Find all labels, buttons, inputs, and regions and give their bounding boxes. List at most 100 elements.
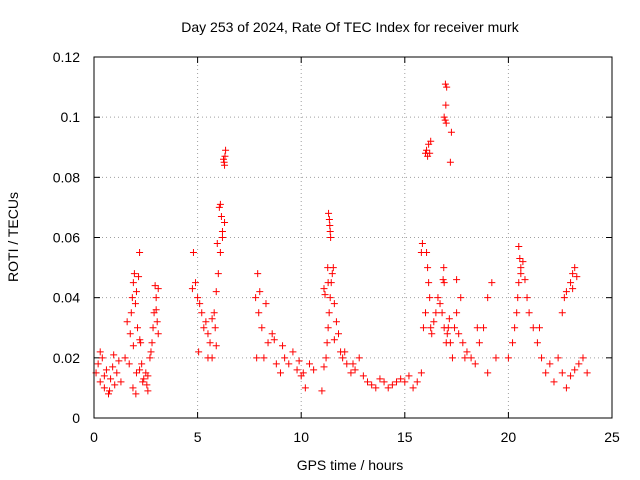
data-point [567,372,575,380]
data-point [102,366,110,374]
data-point [208,315,216,323]
data-point [208,354,216,362]
x-tick-label: 5 [194,429,202,445]
y-tick-label: 0.04 [53,290,80,306]
y-axis-label: ROTI / TECUs [5,192,21,282]
data-point [121,354,129,362]
data-point [439,276,447,284]
data-point [105,390,113,398]
data-point [562,384,570,392]
data-point [417,369,425,377]
data-point [154,330,162,338]
data-point [301,384,309,392]
data-point [289,348,297,356]
data-point [107,375,115,383]
data-point [129,384,137,392]
data-point [220,158,228,166]
data-point [98,354,106,362]
data-point [153,318,161,326]
data-point [440,264,448,272]
data-point [413,378,421,386]
data-point [475,339,483,347]
data-point [129,279,137,287]
data-point [334,330,342,338]
y-tick-label: 0.1 [61,109,81,125]
data-point [136,249,144,257]
data-point [332,318,340,326]
data-point [542,369,550,377]
data-point [323,339,331,347]
data-point [126,330,134,338]
data-point [128,294,136,302]
data-point [355,354,363,362]
data-point [325,215,333,223]
data-point [204,330,212,338]
data-point [445,315,453,323]
plot-frame [93,56,613,419]
data-point [436,300,444,308]
data-point [318,387,326,395]
data-point [368,381,376,389]
data-point [100,384,108,392]
data-point [327,234,335,241]
chart-title: Day 253 of 2024, Rate Of TEC Index for r… [181,19,519,35]
data-point [569,270,577,278]
data-point [268,330,276,338]
data-point [139,378,147,386]
data-point [515,279,523,287]
axis-ticks: 0 5 10 15 20 25 0 0.02 0.04 0.06 0.08 0.1 0.12 [53,49,620,445]
data-point [529,324,537,332]
data-point [438,309,446,317]
data-point [194,294,202,302]
data-point [442,101,450,109]
data-point [443,330,451,338]
data-point [516,255,524,263]
data-point [575,360,583,368]
data-point [218,227,226,235]
data-point [480,324,488,332]
data-point [409,384,417,392]
data-point [149,324,157,332]
data-point [492,354,500,362]
data-point [423,146,431,154]
data-point [488,279,496,287]
data-point [264,339,272,347]
data-point [444,324,452,332]
data-point [220,155,227,163]
data-point [117,378,125,386]
data-point [216,200,224,208]
data-point [254,270,262,278]
data-point [513,309,521,317]
data-point [330,336,338,344]
data-point [519,258,527,266]
data-point [215,203,223,211]
data-point [324,324,332,332]
data-point [96,348,104,356]
data-point [212,288,220,296]
data-point [328,270,336,278]
data-point [521,276,529,284]
data-point [388,381,396,389]
data-point [504,354,512,362]
data-point [214,270,222,278]
data-point [100,372,108,380]
data-point [123,318,131,326]
data-point [213,240,221,248]
data-point [463,348,471,356]
data-point [426,294,434,302]
data-point [258,324,266,332]
data-point [418,240,426,248]
data-point [517,270,525,278]
y-tick-label: 0 [72,410,80,426]
data-point [538,354,546,362]
data-point [425,279,433,287]
data-point [446,339,454,347]
data-point [376,375,384,383]
x-tick-label: 10 [293,429,309,445]
data-point [453,276,461,284]
data-point [471,360,479,368]
data-point [341,348,349,356]
data-point [455,330,463,338]
data-point [372,384,380,392]
data-point [453,309,461,317]
